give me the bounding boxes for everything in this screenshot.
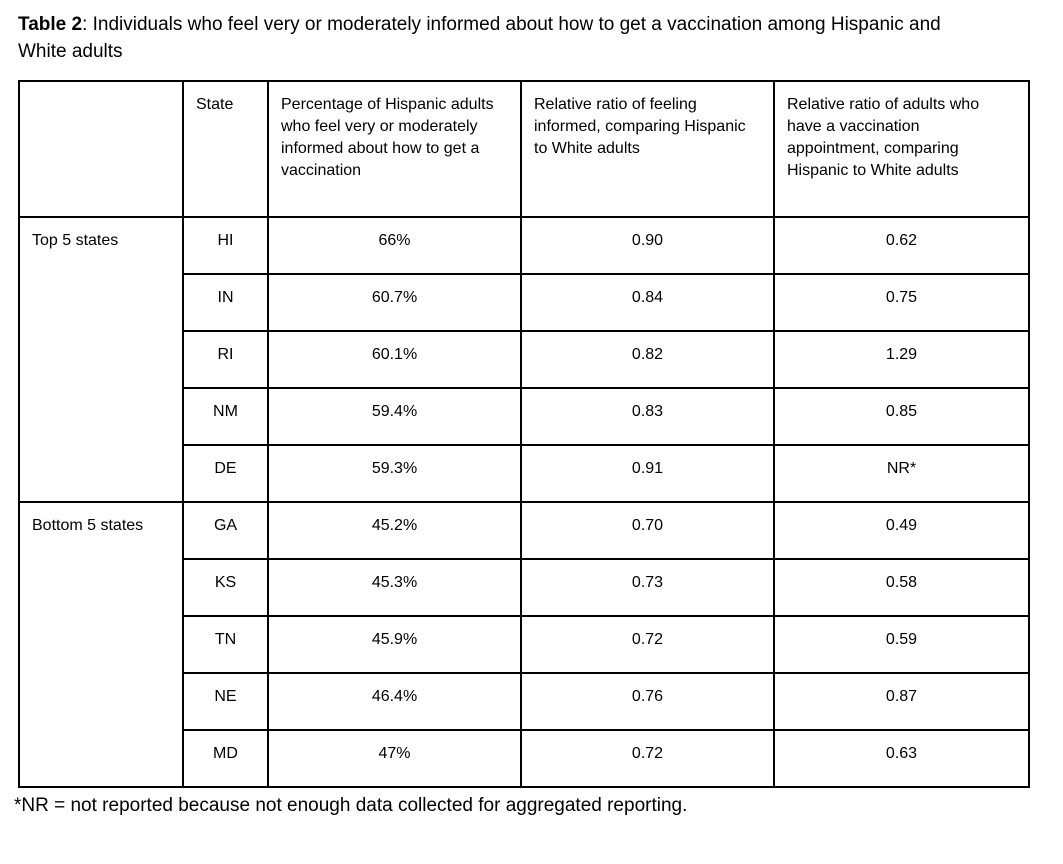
ratio-informed-cell: 0.84 [520, 272, 775, 332]
pct-informed-cell: 46.4% [267, 671, 522, 731]
pct-informed-cell: 45.2% [267, 500, 522, 560]
ratio-informed-cell: 0.91 [520, 443, 775, 503]
table-title-label: Table 2 [18, 14, 83, 35]
pct-informed-cell: 45.9% [267, 614, 522, 674]
state-cell: KS [182, 557, 269, 617]
table-row: MD 47% 0.72 0.63 [19, 728, 1030, 788]
ratio-appointment-cell: 0.87 [773, 671, 1030, 731]
state-cell: NE [182, 671, 269, 731]
state-cell: DE [182, 443, 269, 503]
ratio-appointment-cell: 0.85 [773, 386, 1030, 446]
ratio-informed-cell: 0.73 [520, 557, 775, 617]
ratio-appointment-cell: NR* [773, 443, 1030, 503]
ratio-informed-cell: 0.72 [520, 614, 775, 674]
ratio-informed-cell: 0.72 [520, 728, 775, 788]
table-row: RI 60.1% 0.82 1.29 [19, 329, 1030, 389]
ratio-appointment-cell: 0.75 [773, 272, 1030, 332]
state-cell: MD [182, 728, 269, 788]
table-title-text: : Individuals who feel very or moderatel… [18, 14, 941, 62]
pct-informed-cell: 66% [267, 215, 522, 275]
ratio-informed-cell: 0.83 [520, 386, 775, 446]
column-header-state: State [182, 79, 269, 218]
pct-informed-cell: 47% [267, 728, 522, 788]
table-row: DE 59.3% 0.91 NR* [19, 443, 1030, 503]
column-header-percentage-informed: Percentage of Hispanic adults who feel v… [267, 79, 522, 218]
state-cell: HI [182, 215, 269, 275]
table-title: Table 2: Individuals who feel very or mo… [18, 12, 970, 66]
pct-informed-cell: 60.7% [267, 272, 522, 332]
ratio-appointment-cell: 0.62 [773, 215, 1030, 275]
header-row: State Percentage of Hispanic adults who … [18, 79, 1030, 218]
table-row: KS 45.3% 0.73 0.58 [19, 557, 1030, 617]
pct-informed-cell: 45.3% [267, 557, 522, 617]
pct-informed-cell: 59.3% [267, 443, 522, 503]
ratio-appointment-cell: 1.29 [773, 329, 1030, 389]
ratio-appointment-cell: 0.59 [773, 614, 1030, 674]
ratio-appointment-cell: 0.63 [773, 728, 1030, 788]
ratio-appointment-cell: 0.49 [773, 500, 1030, 560]
group-label-top-5-states: Top 5 states [18, 215, 184, 503]
footnote: *NR = not reported because not enough da… [14, 794, 688, 816]
table-row: IN 60.7% 0.84 0.75 [19, 272, 1030, 332]
pct-informed-cell: 60.1% [267, 329, 522, 389]
pct-informed-cell: 59.4% [267, 386, 522, 446]
ratio-appointment-cell: 0.58 [773, 557, 1030, 617]
table-row: NE 46.4% 0.76 0.87 [19, 671, 1030, 731]
column-header-ratio-appointment: Relative ratio of adults who have a vacc… [773, 79, 1030, 218]
table-row: Bottom 5 states GA 45.2% 0.70 0.49 [18, 500, 1030, 788]
table-row: NM 59.4% 0.83 0.85 [19, 386, 1030, 446]
column-header-ratio-informed: Relative ratio of feeling informed, comp… [520, 79, 775, 218]
ratio-informed-cell: 0.82 [520, 329, 775, 389]
state-cell: RI [182, 329, 269, 389]
table-row: Top 5 states HI 66% 0.90 0.62 [18, 215, 1030, 503]
table-row: TN 45.9% 0.72 0.59 [19, 614, 1030, 674]
state-cell: IN [182, 272, 269, 332]
state-cell: TN [182, 614, 269, 674]
ratio-informed-cell: 0.70 [520, 500, 775, 560]
group-label-bottom-5-states: Bottom 5 states [18, 500, 184, 788]
ratio-informed-cell: 0.90 [520, 215, 775, 275]
ratio-informed-cell: 0.76 [520, 671, 775, 731]
corner-cell [18, 79, 184, 218]
state-cell: GA [182, 500, 269, 560]
vaccination-info-table: State Percentage of Hispanic adults who … [18, 79, 1030, 788]
state-cell: NM [182, 386, 269, 446]
